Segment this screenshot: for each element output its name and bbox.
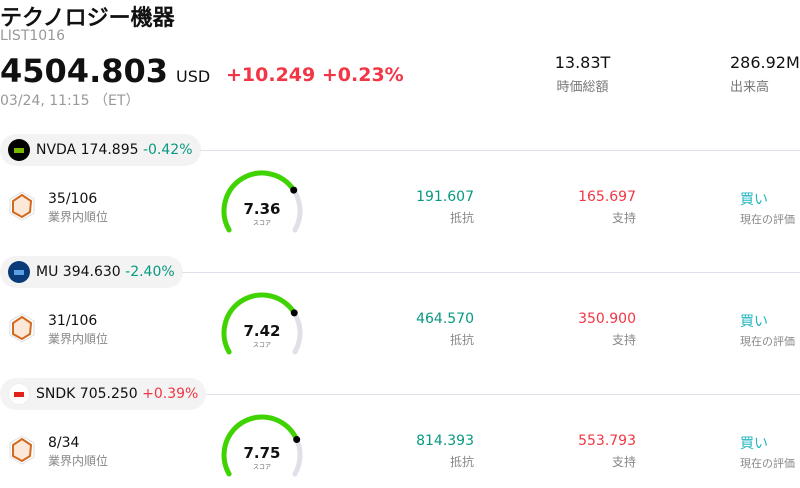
currency: USD — [176, 67, 211, 86]
radar-icon — [9, 313, 35, 343]
score-gauge — [221, 414, 303, 477]
score-label: スコア — [252, 464, 271, 471]
stock-chip-mu[interactable]: MU 394.630 -2.40% — [0, 256, 183, 288]
score-value: 7.75 — [243, 444, 281, 462]
resistance-value: 464.570 — [416, 311, 474, 327]
stock-price: 394.630 — [62, 264, 121, 280]
change-value: +10.249 — [226, 64, 316, 86]
industry-rank: 35/106 — [48, 191, 98, 207]
resistance-label: 抵抗 — [449, 455, 474, 469]
divider — [206, 394, 800, 395]
ticker: NVDA — [36, 142, 77, 158]
resistance-label: 抵抗 — [449, 211, 474, 225]
score-value: 7.36 — [243, 200, 281, 218]
stock-chip-nvda[interactable]: NVDA 174.895 -0.42% — [0, 134, 201, 166]
divider — [200, 150, 800, 151]
score-value: 7.42 — [243, 322, 281, 340]
support-label: 支持 — [611, 211, 636, 225]
industry-rank: 8/34 — [48, 435, 80, 451]
gauge-marker — [290, 186, 298, 194]
market-cap-value: 13.83T — [554, 53, 611, 72]
volume: 286.92M 出来高 — [722, 53, 800, 95]
support-value: 553.793 — [578, 433, 636, 449]
score-gauge — [221, 170, 303, 233]
stock-change: -2.40% — [125, 264, 175, 280]
score-label: スコア — [252, 220, 271, 227]
resistance-value: 191.607 — [416, 189, 474, 205]
gauge-fill — [221, 414, 300, 477]
timestamp: 03/24, 11:15 （ET） — [0, 93, 140, 109]
stock-chip-sndk[interactable]: SNDK 705.250 +0.39% — [0, 378, 207, 410]
nvidia-logo-icon — [8, 139, 30, 161]
ticker: SNDK — [36, 386, 76, 402]
score-label: スコア — [252, 342, 271, 349]
industry-rank-label: 業界内順位 — [48, 454, 109, 468]
sandisk-logo-icon — [8, 383, 30, 405]
resistance-label: 抵抗 — [449, 333, 474, 347]
rating-value[interactable]: 買い — [740, 314, 768, 330]
radar-icon — [9, 435, 35, 465]
support-value: 350.900 — [578, 311, 636, 327]
industry-rank-label: 業界内順位 — [48, 332, 109, 346]
market-cap-label: 時価総額 — [556, 80, 609, 95]
volume-value: 286.92M — [730, 53, 800, 72]
rating-label: 現在の評価 — [740, 335, 795, 348]
change-percent: +0.23% — [321, 64, 404, 86]
support-value: 165.697 — [578, 189, 636, 205]
gauge-fill — [221, 292, 297, 355]
stock-price: 705.250 — [79, 386, 138, 402]
stock-price: 174.895 — [80, 142, 139, 158]
divider — [182, 272, 800, 273]
rating-label: 現在の評価 — [740, 457, 795, 470]
stock-change: -0.42% — [142, 142, 193, 158]
page-title: テクノロジー機器 — [0, 6, 175, 31]
list-code: LIST1016 — [0, 28, 65, 44]
rating-value[interactable]: 買い — [740, 192, 768, 208]
support-label: 支持 — [611, 333, 636, 347]
rating-label: 現在の評価 — [740, 213, 795, 226]
radar-icon — [9, 191, 35, 221]
price-change: +10.249 +0.23% — [226, 64, 404, 86]
gauge-marker — [290, 309, 298, 317]
index-price: 4504.803 — [0, 52, 169, 90]
gauge-fill — [221, 170, 297, 233]
micron-logo-icon — [8, 261, 30, 283]
volume-label: 出来高 — [730, 80, 770, 95]
gauge-marker — [293, 436, 301, 444]
industry-rank: 31/106 — [48, 313, 98, 329]
rating-value[interactable]: 買い — [740, 436, 768, 452]
stock-change: +0.39% — [142, 386, 199, 402]
score-gauge — [221, 292, 303, 355]
market-cap: 13.83T 時価総額 — [545, 53, 620, 95]
ticker: MU — [36, 264, 59, 280]
industry-rank-label: 業界内順位 — [48, 210, 109, 224]
support-label: 支持 — [611, 455, 636, 469]
resistance-value: 814.393 — [416, 433, 474, 449]
